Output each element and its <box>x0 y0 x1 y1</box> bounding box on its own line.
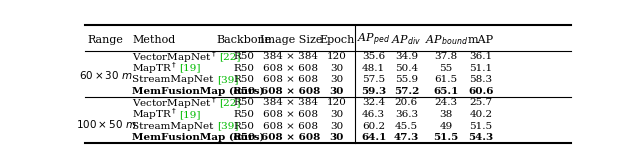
Text: 30: 30 <box>330 64 344 73</box>
Text: 51.5: 51.5 <box>433 133 459 142</box>
Text: 58.3: 58.3 <box>469 75 492 84</box>
Text: R50: R50 <box>232 87 255 96</box>
Text: AP$_{ped}$: AP$_{ped}$ <box>357 32 390 48</box>
Text: 50.4: 50.4 <box>395 64 418 73</box>
Text: [19]: [19] <box>179 64 200 73</box>
Text: 608 × 608: 608 × 608 <box>261 133 321 142</box>
Text: [22]: [22] <box>219 52 240 61</box>
Text: [19]: [19] <box>179 110 200 119</box>
Text: 32.4: 32.4 <box>362 99 385 108</box>
Text: 120: 120 <box>327 99 347 108</box>
Text: 51.1: 51.1 <box>469 64 492 73</box>
Text: 384 × 384: 384 × 384 <box>263 52 318 61</box>
Text: 59.3: 59.3 <box>361 87 386 96</box>
Text: 608 × 608: 608 × 608 <box>261 87 321 96</box>
Text: 45.5: 45.5 <box>395 122 418 131</box>
Text: 40.2: 40.2 <box>469 110 492 119</box>
Text: MapTR$^\dagger$: MapTR$^\dagger$ <box>132 60 179 76</box>
Text: 51.5: 51.5 <box>469 122 492 131</box>
Text: 65.1: 65.1 <box>433 87 459 96</box>
Text: 49: 49 <box>440 122 452 131</box>
Text: AP$_{bound}$: AP$_{bound}$ <box>424 33 468 47</box>
Text: 30: 30 <box>330 133 344 142</box>
Text: 608 × 608: 608 × 608 <box>263 75 318 84</box>
Text: 384 × 384: 384 × 384 <box>263 99 318 108</box>
Text: 30: 30 <box>330 87 344 96</box>
Text: 37.8: 37.8 <box>435 52 458 61</box>
Text: 34.9: 34.9 <box>395 52 418 61</box>
Text: StreamMapNet: StreamMapNet <box>132 122 217 131</box>
Text: MapTR$^\dagger$: MapTR$^\dagger$ <box>132 107 179 122</box>
Text: 48.1: 48.1 <box>362 64 385 73</box>
Text: R50: R50 <box>233 99 254 108</box>
Text: MemFusionMap (ours): MemFusionMap (ours) <box>132 87 264 96</box>
Text: 36.1: 36.1 <box>469 52 492 61</box>
Text: 25.7: 25.7 <box>469 99 492 108</box>
Text: 608 × 608: 608 × 608 <box>263 64 318 73</box>
Text: 30: 30 <box>330 110 344 119</box>
Text: [22]: [22] <box>219 99 240 108</box>
Text: 54.3: 54.3 <box>468 133 493 142</box>
Text: [39]: [39] <box>217 122 238 131</box>
Text: 61.5: 61.5 <box>435 75 458 84</box>
Text: Method: Method <box>132 35 175 45</box>
Text: $100 \times 50\ m$: $100 \times 50\ m$ <box>76 118 136 130</box>
Text: R50: R50 <box>233 75 254 84</box>
Text: 24.3: 24.3 <box>435 99 458 108</box>
Text: VectorMapNet$^\dagger$: VectorMapNet$^\dagger$ <box>132 49 219 65</box>
Text: $60 \times 30\ m$: $60 \times 30\ m$ <box>79 69 132 81</box>
Text: 30: 30 <box>330 122 344 131</box>
Text: 55.9: 55.9 <box>395 75 418 84</box>
Text: StreamMapNet: StreamMapNet <box>132 75 217 84</box>
Text: 38: 38 <box>440 110 452 119</box>
Text: 30: 30 <box>330 75 344 84</box>
Text: 36.3: 36.3 <box>395 110 418 119</box>
Text: R50: R50 <box>233 52 254 61</box>
Text: 47.3: 47.3 <box>394 133 419 142</box>
Text: 60.6: 60.6 <box>468 87 493 96</box>
Text: 35.6: 35.6 <box>362 52 385 61</box>
Text: R50: R50 <box>233 122 254 131</box>
Text: MemFusionMap (ours): MemFusionMap (ours) <box>132 133 264 142</box>
Text: Epoch: Epoch <box>319 35 355 45</box>
Text: 120: 120 <box>327 52 347 61</box>
Text: 46.3: 46.3 <box>362 110 385 119</box>
Text: 57.5: 57.5 <box>362 75 385 84</box>
Text: mAP: mAP <box>468 35 494 45</box>
Text: R50: R50 <box>233 110 254 119</box>
Text: Image Size: Image Size <box>260 35 322 45</box>
Text: 20.6: 20.6 <box>395 99 418 108</box>
Text: Range: Range <box>88 35 124 45</box>
Text: 608 × 608: 608 × 608 <box>263 110 318 119</box>
Text: 55: 55 <box>440 64 452 73</box>
Text: AP$_{div}$: AP$_{div}$ <box>391 33 422 47</box>
Text: VectorMapNet$^\dagger$: VectorMapNet$^\dagger$ <box>132 95 219 111</box>
Text: 64.1: 64.1 <box>361 133 387 142</box>
Text: R50: R50 <box>232 133 255 142</box>
Text: [39]: [39] <box>217 75 238 84</box>
Text: R50: R50 <box>233 64 254 73</box>
Text: 608 × 608: 608 × 608 <box>263 122 318 131</box>
Text: 60.2: 60.2 <box>362 122 385 131</box>
Text: 57.2: 57.2 <box>394 87 419 96</box>
Text: Backbone: Backbone <box>216 35 271 45</box>
